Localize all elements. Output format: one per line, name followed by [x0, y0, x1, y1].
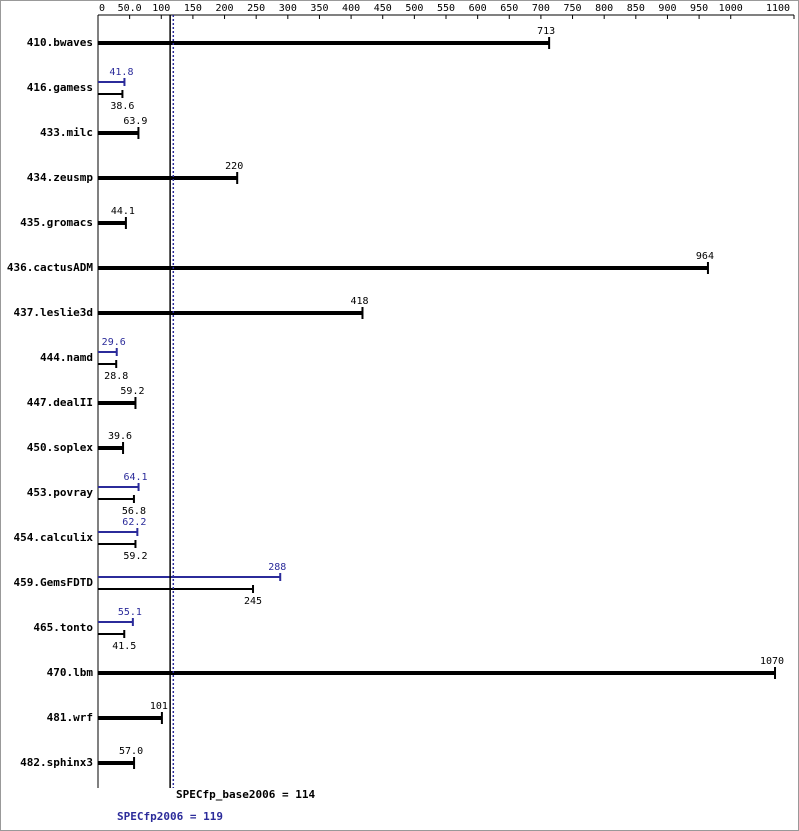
- category-label: 481.wrf: [47, 711, 93, 724]
- value-label: 56.8: [122, 506, 146, 517]
- category-label: 447.dealII: [27, 396, 93, 409]
- x-tick-label: 350: [310, 3, 328, 14]
- value-label: 245: [244, 596, 262, 607]
- category-label: 459.GemsFDTD: [14, 576, 94, 589]
- x-tick-label: 550: [437, 3, 455, 14]
- x-tick-label: 800: [595, 3, 613, 14]
- x-tick-label: 950: [690, 3, 708, 14]
- x-tick-label: 500: [405, 3, 423, 14]
- x-tick-label: 150: [184, 3, 202, 14]
- x-tick-label: 850: [627, 3, 645, 14]
- reference-label: SPECfp2006 = 119: [117, 810, 223, 823]
- x-tick-label: 700: [532, 3, 550, 14]
- category-label: 444.namd: [40, 351, 93, 364]
- value-label: 1070: [760, 656, 784, 667]
- category-label: 416.gamess: [27, 81, 93, 94]
- value-label: 64.1: [124, 472, 148, 483]
- value-label: 62.2: [122, 517, 146, 528]
- value-label: 101: [150, 701, 168, 712]
- value-label: 28.8: [104, 371, 128, 382]
- value-label: 220: [225, 161, 243, 172]
- x-tick-label: 200: [216, 3, 234, 14]
- x-tick-label: 750: [564, 3, 582, 14]
- value-label: 59.2: [120, 386, 144, 397]
- category-label: 433.milc: [40, 126, 93, 139]
- value-label: 29.6: [102, 337, 126, 348]
- x-tick-label: 300: [279, 3, 297, 14]
- category-label: 436.cactusADM: [7, 261, 93, 274]
- value-label: 964: [696, 251, 714, 262]
- x-tick-label: 250: [247, 3, 265, 14]
- category-label: 410.bwaves: [27, 36, 93, 49]
- x-tick-label: 50.0: [118, 3, 142, 14]
- x-tick-label: 1100: [766, 3, 790, 14]
- x-tick-label: 600: [469, 3, 487, 14]
- value-label: 39.6: [108, 431, 132, 442]
- category-label: 434.zeusmp: [27, 171, 94, 184]
- x-tick-label: 100: [152, 3, 170, 14]
- x-tick-label: 0: [99, 3, 105, 14]
- category-label: 450.soplex: [27, 441, 94, 454]
- x-tick-label: 900: [658, 3, 676, 14]
- value-label: 57.0: [119, 746, 143, 757]
- value-label: 44.1: [111, 206, 135, 217]
- category-label: 470.lbm: [47, 666, 94, 679]
- category-label: 465.tonto: [33, 621, 93, 634]
- x-tick-label: 1000: [719, 3, 743, 14]
- value-label: 38.6: [110, 101, 134, 112]
- value-label: 63.9: [123, 116, 147, 127]
- value-label: 41.5: [112, 641, 136, 652]
- category-label: 482.sphinx3: [20, 756, 93, 769]
- category-label: 453.povray: [27, 486, 94, 499]
- value-label: 418: [350, 296, 368, 307]
- value-label: 55.1: [118, 607, 142, 618]
- value-label: 41.8: [109, 67, 133, 78]
- x-tick-label: 650: [500, 3, 518, 14]
- category-label: 454.calculix: [14, 531, 94, 544]
- reference-label: SPECfp_base2006 = 114: [176, 788, 315, 801]
- x-tick-label: 400: [342, 3, 360, 14]
- category-label: 435.gromacs: [20, 216, 93, 229]
- value-label: 59.2: [123, 551, 147, 562]
- x-tick-label: 450: [374, 3, 392, 14]
- value-label: 713: [537, 26, 555, 37]
- value-label: 288: [268, 562, 286, 573]
- category-label: 437.leslie3d: [14, 306, 93, 319]
